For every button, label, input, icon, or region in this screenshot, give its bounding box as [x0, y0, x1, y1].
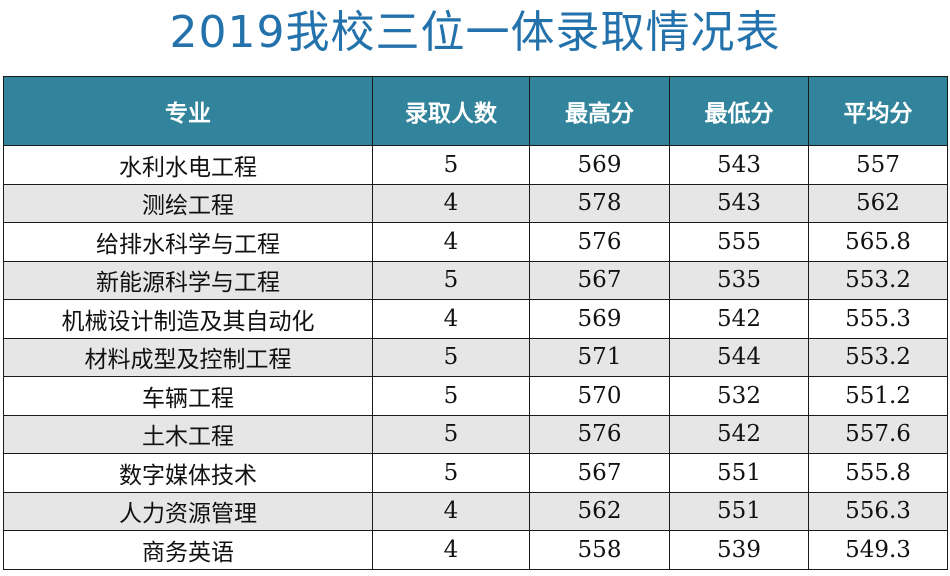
cell-highest-score: 570 [529, 376, 670, 416]
cell-average-score: 549.3 [808, 530, 948, 570]
cell-average-score: 555.8 [808, 453, 948, 493]
cell-average-score: 557 [808, 145, 948, 185]
table-row: 数字媒体技术 5 567 551 555.8 [3, 453, 948, 493]
cell-highest-score: 576 [529, 414, 670, 454]
table-row: 土木工程 5 576 542 557.6 [3, 414, 948, 454]
cell-highest-score: 569 [529, 145, 670, 185]
header-lowest-score: 最低分 [669, 76, 809, 146]
cell-highest-score: 569 [529, 299, 670, 339]
header-admitted-count: 录取人数 [372, 76, 530, 146]
table-row: 测绘工程 4 578 543 562 [3, 183, 948, 223]
cell-highest-score: 571 [529, 337, 670, 377]
cell-highest-score: 576 [529, 222, 670, 262]
header-average-score: 平均分 [808, 76, 948, 146]
cell-major: 新能源科学与工程 [3, 260, 373, 300]
cell-lowest-score: 535 [669, 260, 809, 300]
cell-lowest-score: 543 [669, 183, 809, 223]
table-row: 机械设计制造及其自动化 4 569 542 555.3 [3, 299, 948, 339]
cell-admitted-count: 5 [372, 337, 530, 377]
cell-admitted-count: 4 [372, 183, 530, 223]
table-row: 给排水科学与工程 4 576 555 565.8 [3, 222, 948, 262]
cell-major: 数字媒体技术 [3, 453, 373, 493]
cell-highest-score: 562 [529, 491, 670, 531]
cell-lowest-score: 542 [669, 299, 809, 339]
cell-lowest-score: 539 [669, 530, 809, 570]
cell-major: 车辆工程 [3, 376, 373, 416]
cell-average-score: 553.2 [808, 260, 948, 300]
cell-lowest-score: 544 [669, 337, 809, 377]
cell-average-score: 556.3 [808, 491, 948, 531]
cell-lowest-score: 542 [669, 414, 809, 454]
cell-major: 土木工程 [3, 414, 373, 454]
cell-average-score: 553.2 [808, 337, 948, 377]
cell-lowest-score: 532 [669, 376, 809, 416]
cell-lowest-score: 543 [669, 145, 809, 185]
cell-average-score: 565.8 [808, 222, 948, 262]
cell-average-score: 557.6 [808, 414, 948, 454]
cell-admitted-count: 5 [372, 376, 530, 416]
header-major: 专业 [3, 76, 373, 146]
page-title: 2019我校三位一体录取情况表 [169, 7, 781, 58]
cell-admitted-count: 4 [372, 299, 530, 339]
cell-admitted-count: 4 [372, 491, 530, 531]
cell-highest-score: 558 [529, 530, 670, 570]
cell-major: 机械设计制造及其自动化 [3, 299, 373, 339]
cell-lowest-score: 551 [669, 491, 809, 531]
cell-major: 给排水科学与工程 [3, 222, 373, 262]
table-row: 新能源科学与工程 5 567 535 553.2 [3, 260, 948, 300]
table-row: 人力资源管理 4 562 551 556.3 [3, 491, 948, 531]
cell-average-score: 562 [808, 183, 948, 223]
cell-major: 水利水电工程 [3, 145, 373, 185]
cell-highest-score: 578 [529, 183, 670, 223]
cell-admitted-count: 5 [372, 414, 530, 454]
cell-admitted-count: 4 [372, 530, 530, 570]
admission-table: 专业 录取人数 最高分 最低分 平均分 水利水电工程 5 569 543 557… [3, 76, 948, 570]
table-row: 商务英语 4 558 539 549.3 [3, 530, 948, 570]
cell-average-score: 555.3 [808, 299, 948, 339]
cell-admitted-count: 4 [372, 222, 530, 262]
cell-lowest-score: 551 [669, 453, 809, 493]
cell-major: 测绘工程 [3, 183, 373, 223]
table-row: 水利水电工程 5 569 543 557 [3, 145, 948, 185]
cell-highest-score: 567 [529, 453, 670, 493]
cell-average-score: 551.2 [808, 376, 948, 416]
cell-lowest-score: 555 [669, 222, 809, 262]
cell-major: 人力资源管理 [3, 491, 373, 531]
table-row: 材料成型及控制工程 5 571 544 553.2 [3, 337, 948, 377]
cell-major: 材料成型及控制工程 [3, 337, 373, 377]
cell-major: 商务英语 [3, 530, 373, 570]
table-header-row: 专业 录取人数 最高分 最低分 平均分 [3, 76, 948, 146]
header-highest-score: 最高分 [529, 76, 670, 146]
cell-admitted-count: 5 [372, 453, 530, 493]
cell-admitted-count: 5 [372, 145, 530, 185]
cell-highest-score: 567 [529, 260, 670, 300]
table-row: 车辆工程 5 570 532 551.2 [3, 376, 948, 416]
cell-admitted-count: 5 [372, 260, 530, 300]
